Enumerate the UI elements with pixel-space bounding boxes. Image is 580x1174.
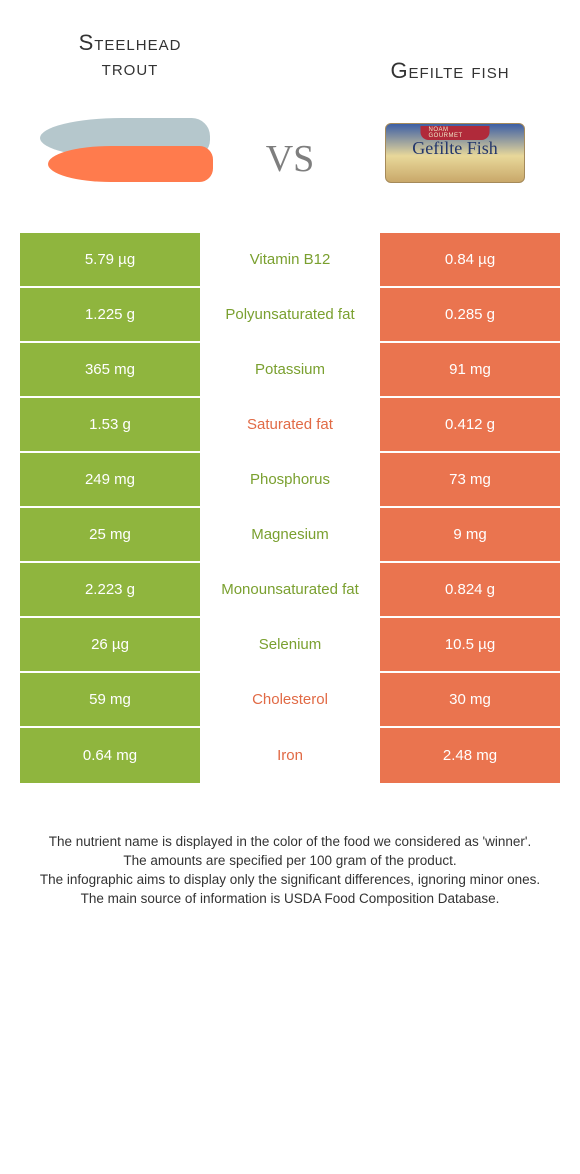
- footer-line: The nutrient name is displayed in the co…: [20, 833, 560, 852]
- left-value: 249 mg: [20, 453, 200, 506]
- table-row: 5.79 µgVitamin B120.84 µg: [20, 233, 560, 288]
- right-value: 0.824 g: [380, 563, 560, 616]
- right-value: 10.5 µg: [380, 618, 560, 671]
- left-value: 0.64 mg: [20, 728, 200, 783]
- nutrient-name: Potassium: [200, 343, 380, 396]
- right-value: 2.48 mg: [380, 728, 560, 783]
- nutrient-name: Monounsaturated fat: [200, 563, 380, 616]
- right-food-image: NOAM GOURMET Gefilte Fish: [370, 103, 540, 203]
- nutrient-name: Selenium: [200, 618, 380, 671]
- right-value: 30 mg: [380, 673, 560, 726]
- footer-line: The infographic aims to display only the…: [20, 871, 560, 890]
- left-value: 26 µg: [20, 618, 200, 671]
- right-value: 0.412 g: [380, 398, 560, 451]
- table-row: 365 mgPotassium91 mg: [20, 343, 560, 398]
- left-value: 5.79 µg: [20, 233, 200, 286]
- images-row: vs NOAM GOURMET Gefilte Fish: [0, 93, 580, 233]
- table-row: 59 mgCholesterol30 mg: [20, 673, 560, 728]
- header: Steelhead trout Gefilte fish: [0, 0, 580, 93]
- table-row: 2.223 gMonounsaturated fat0.824 g: [20, 563, 560, 618]
- right-value: 73 mg: [380, 453, 560, 506]
- nutrient-name: Magnesium: [200, 508, 380, 561]
- table-row: 1.53 gSaturated fat0.412 g: [20, 398, 560, 453]
- left-value: 2.223 g: [20, 563, 200, 616]
- left-value: 1.225 g: [20, 288, 200, 341]
- left-food-image: [40, 103, 210, 203]
- table-row: 1.225 gPolyunsaturated fat0.285 g: [20, 288, 560, 343]
- right-value: 0.285 g: [380, 288, 560, 341]
- gefilte-box-icon: NOAM GOURMET Gefilte Fish: [385, 123, 525, 183]
- footer-notes: The nutrient name is displayed in the co…: [0, 783, 580, 969]
- left-value: 1.53 g: [20, 398, 200, 451]
- nutrient-name: Vitamin B12: [200, 233, 380, 286]
- table-row: 26 µgSelenium10.5 µg: [20, 618, 560, 673]
- right-value: 9 mg: [380, 508, 560, 561]
- left-food-title: Steelhead trout: [40, 30, 220, 83]
- left-value: 365 mg: [20, 343, 200, 396]
- trout-icon: [40, 118, 210, 188]
- nutrient-name: Phosphorus: [200, 453, 380, 506]
- gefilte-script: Gefilte Fish: [412, 138, 498, 159]
- left-value: 59 mg: [20, 673, 200, 726]
- nutrient-name: Iron: [200, 728, 380, 783]
- nutrient-name: Polyunsaturated fat: [200, 288, 380, 341]
- table-row: 249 mgPhosphorus73 mg: [20, 453, 560, 508]
- right-value: 91 mg: [380, 343, 560, 396]
- table-row: 0.64 mgIron2.48 mg: [20, 728, 560, 783]
- right-food-title: Gefilte fish: [360, 58, 540, 83]
- footer-line: The amounts are specified per 100 gram o…: [20, 852, 560, 871]
- right-value: 0.84 µg: [380, 233, 560, 286]
- title-line1: Steelhead: [79, 30, 182, 55]
- nutrient-name: Cholesterol: [200, 673, 380, 726]
- footer-line: The main source of information is USDA F…: [20, 890, 560, 909]
- nutrient-name: Saturated fat: [200, 398, 380, 451]
- vs-label: vs: [266, 122, 315, 184]
- table-row: 25 mgMagnesium9 mg: [20, 508, 560, 563]
- nutrient-table: 5.79 µgVitamin B120.84 µg1.225 gPolyunsa…: [0, 233, 580, 783]
- left-value: 25 mg: [20, 508, 200, 561]
- title-line2: trout: [102, 55, 159, 80]
